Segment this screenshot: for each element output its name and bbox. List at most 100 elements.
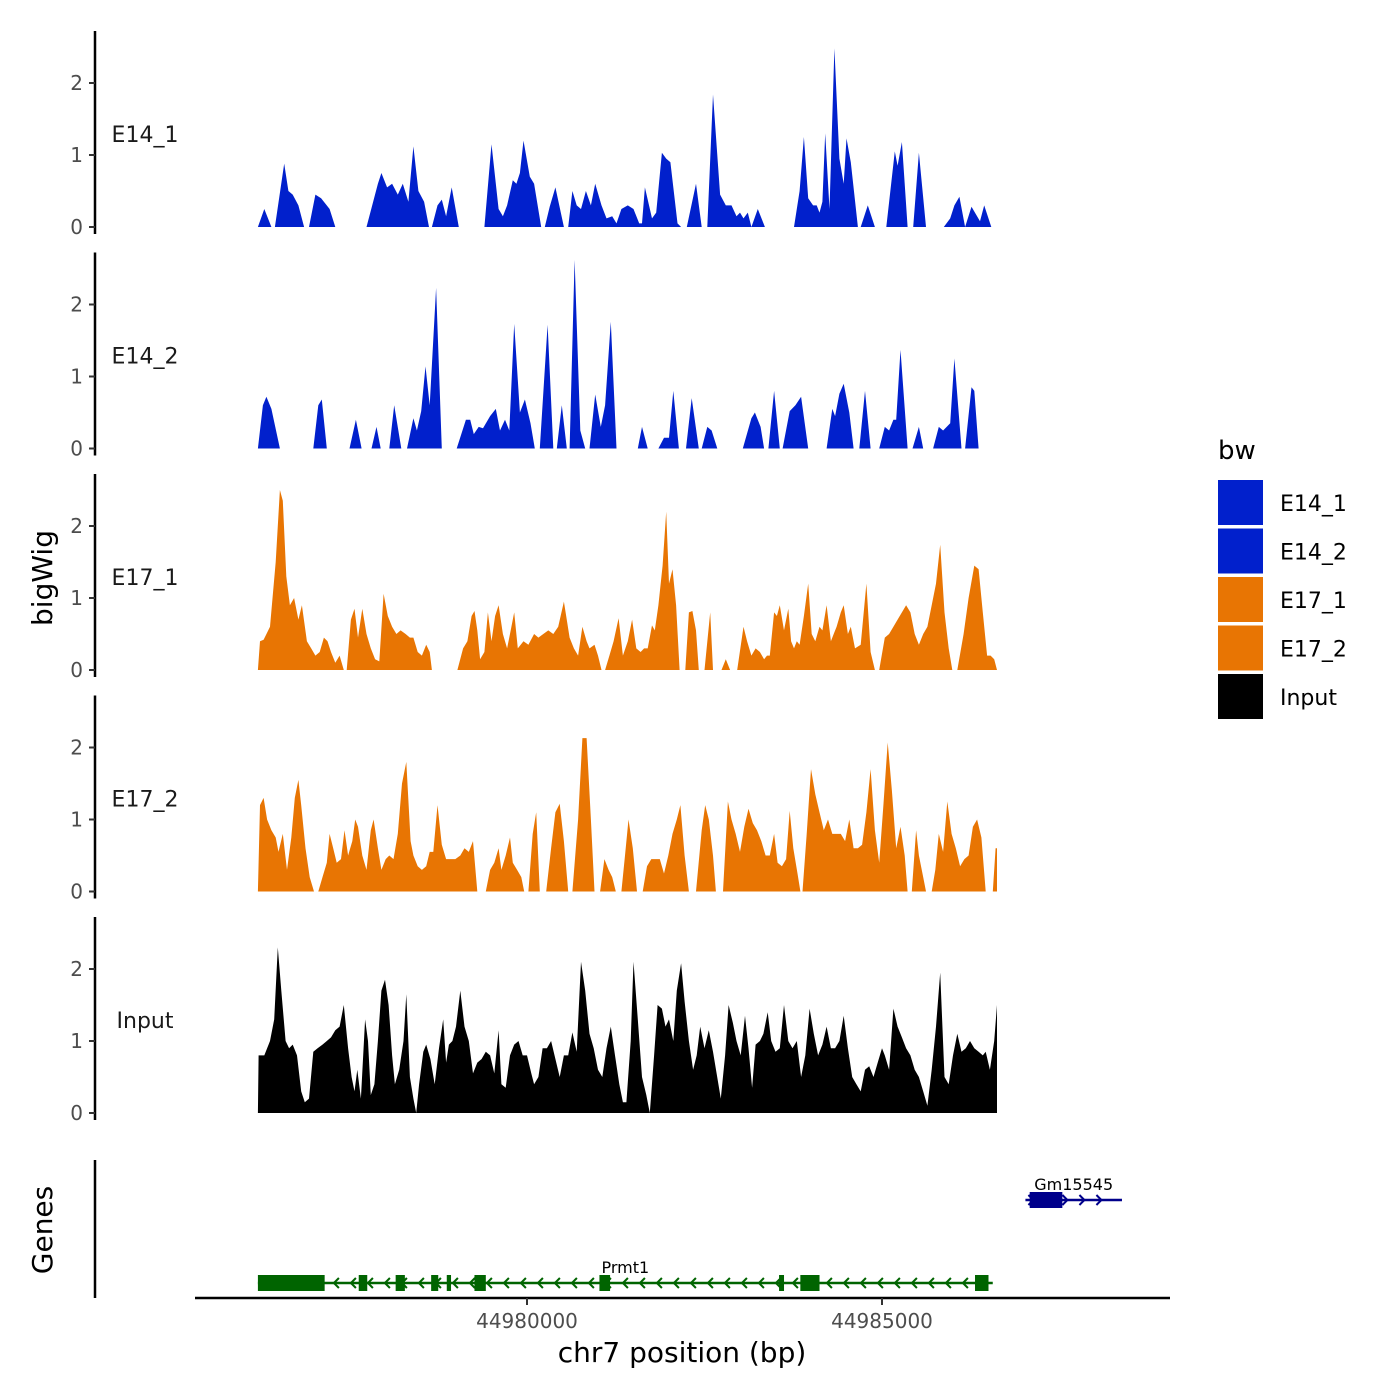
gene-prmt1: Prmt1	[257, 1258, 993, 1291]
y-tick-label: 0	[70, 215, 83, 239]
strand-arrow	[570, 1277, 578, 1289]
strand-arrow	[757, 1277, 765, 1289]
legend-swatch	[1218, 528, 1263, 574]
x-tick-label: 44985000	[831, 1309, 933, 1333]
legend-swatch	[1218, 674, 1263, 719]
strand-arrow	[519, 1277, 527, 1289]
coverage-area-e14-2	[257, 259, 979, 449]
strand-arrow	[349, 1277, 357, 1289]
exon	[779, 1275, 785, 1291]
exon	[431, 1275, 439, 1291]
x-axis-title: chr7 position (bp)	[558, 1336, 807, 1369]
strand-arrow	[791, 1277, 799, 1289]
track-e17-1: 0 1 2 E17_1	[70, 474, 997, 682]
y-tick-label: 0	[70, 1101, 83, 1125]
strand-arrow	[332, 1277, 340, 1289]
strand-arrow	[944, 1277, 952, 1289]
y-tick-label: 1	[70, 586, 83, 610]
x-axis: 44980000 44985000	[195, 1296, 1170, 1333]
track-e17-2: 0 1 2 E17_2	[70, 695, 997, 904]
exon	[1029, 1192, 1063, 1208]
coverage-area-e17-1	[257, 490, 997, 670]
exon	[800, 1275, 820, 1291]
legend-item: E14_1	[1218, 480, 1347, 525]
exon	[474, 1275, 486, 1291]
legend-item: E17_2	[1218, 625, 1347, 671]
exon	[358, 1275, 368, 1291]
y-tick-label: 2	[70, 71, 83, 95]
track-label: E17_1	[112, 566, 179, 591]
strand-arrow	[672, 1277, 680, 1289]
exon	[395, 1275, 405, 1291]
strand-arrow	[825, 1277, 833, 1289]
strand-arrow	[502, 1277, 510, 1289]
legend: bw E14_1 E14_2 E17_1 E17_2 Input	[1218, 436, 1347, 719]
strand-arrow	[927, 1277, 935, 1289]
legend-swatch	[1218, 480, 1263, 525]
legend-title: bw	[1218, 436, 1256, 466]
y-tick-label: 2	[70, 514, 83, 538]
strand-arrow	[961, 1277, 969, 1289]
strand-arrow	[842, 1277, 850, 1289]
strand-arrow	[910, 1277, 918, 1289]
strand-arrow	[638, 1277, 646, 1289]
legend-item: E14_2	[1218, 528, 1347, 574]
y-tick-label: 2	[70, 957, 83, 981]
x-tick-label: 44980000	[476, 1309, 578, 1333]
gene-annotation-track: Prmt1 Gm15545	[93, 1160, 1122, 1298]
legend-swatch	[1218, 625, 1263, 671]
legend-label: E14_1	[1280, 492, 1347, 517]
legend-label: E14_2	[1280, 541, 1347, 566]
track-label: E17_2	[112, 788, 179, 813]
exon	[599, 1275, 611, 1291]
exon	[446, 1275, 452, 1291]
track-e14-2: 0 1 2 E14_2	[70, 252, 979, 461]
legend-swatch	[1218, 577, 1263, 622]
exon	[975, 1275, 989, 1291]
track-label: Input	[117, 1009, 174, 1034]
y-tick-label: 0	[70, 437, 83, 461]
strand-arrow	[723, 1277, 731, 1289]
legend-label: E17_2	[1280, 638, 1347, 663]
y-tick-label: 0	[70, 658, 83, 682]
track-input: 0 1 2 Input	[70, 917, 997, 1125]
y-tick-label: 2	[70, 736, 83, 760]
strand-arrow	[417, 1277, 425, 1289]
strand-arrow	[1095, 1194, 1103, 1206]
strand-arrow	[876, 1277, 884, 1289]
gene-gm15545: Gm15545	[1025, 1175, 1122, 1208]
strand-arrow	[689, 1277, 697, 1289]
strand-arrow	[1078, 1194, 1086, 1206]
strand-arrow	[536, 1277, 544, 1289]
legend-label: Input	[1280, 686, 1337, 711]
strand-arrow	[740, 1277, 748, 1289]
legend-item: E17_1	[1218, 577, 1347, 622]
strand-arrow	[485, 1277, 493, 1289]
strand-arrow	[655, 1277, 663, 1289]
legend-item: Input	[1218, 674, 1337, 719]
y-tick-label: 1	[70, 143, 83, 167]
y-tick-label: 0	[70, 880, 83, 904]
coverage-area-input	[257, 947, 997, 1113]
track-e14-1: 0 1 2 E14_1	[70, 31, 992, 239]
gene-label: Prmt1	[601, 1258, 649, 1277]
y-tick-label: 1	[70, 1029, 83, 1053]
gene-label: Gm15545	[1034, 1175, 1113, 1194]
coverage-area-e14-1	[257, 48, 992, 228]
strand-arrow	[859, 1277, 867, 1289]
y-axis-title: bigWig	[26, 530, 59, 626]
strand-arrow	[893, 1277, 901, 1289]
coverage-tracks: 0 1 2 E14_1 0 1 2 E14_2 0 1 2 E17_1 0 1 2 E17_2 0 1 2 Input	[70, 31, 997, 1125]
track-label: E14_2	[112, 345, 179, 370]
y-tick-label: 1	[70, 365, 83, 389]
legend-label: E17_1	[1280, 589, 1347, 614]
exon	[257, 1275, 325, 1291]
strand-arrow	[451, 1277, 459, 1289]
strand-arrow	[553, 1277, 561, 1289]
y-tick-label: 2	[70, 293, 83, 317]
coverage-area-e17-2	[257, 738, 997, 892]
strand-arrow	[366, 1277, 374, 1289]
strand-arrow	[1061, 1194, 1069, 1206]
genes-track-title: Genes	[26, 1186, 59, 1274]
